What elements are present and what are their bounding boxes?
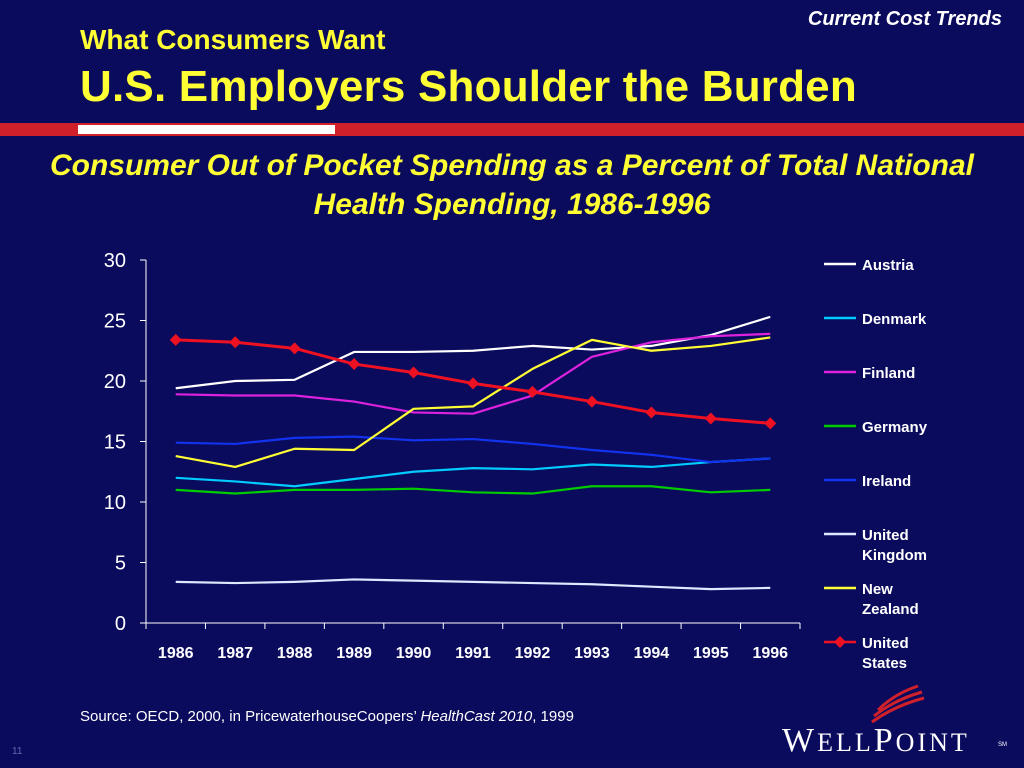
source-note: Source: OECD, 2000, in PricewaterhouseCo… [80,708,574,725]
x-tick-label: 1996 [752,645,788,662]
logo-w: W [782,722,818,759]
page-number: 11 [12,746,23,757]
flag-icon [871,684,925,724]
legend-label-denmark: Denmark [862,311,927,328]
logo-p: P [873,722,896,759]
series-line-new-zealand [175,336,771,469]
legend-label-united-states: United States [862,635,909,672]
legend-label-germany: Germany [862,419,928,436]
data-point-united-states [704,412,717,425]
source-prefix: Source: OECD, 2000, in PricewaterhouseCo… [80,708,421,725]
x-tick-label: 1986 [158,645,194,662]
y-tick-label: 25 [104,311,126,333]
logo-tm: SM [998,742,1007,748]
legend-label-ireland: Ireland [862,473,911,490]
y-tick-label: 20 [104,371,126,393]
data-point-united-states [407,366,420,379]
data-point-united-states [229,336,242,349]
source-suffix: , 1999 [532,708,574,725]
series-line-united-kingdom [175,578,771,591]
series-line-austria [175,315,771,390]
data-point-united-states [348,358,361,371]
slide-subtitle: What Consumers Want [80,24,386,55]
logo-wordmark: WELLPOINT [782,722,970,760]
legend-marker-united-states [834,636,846,648]
source-italic: HealthCast 2010 [420,708,533,725]
section-label: Current Cost Trends [807,8,1002,30]
data-point-united-states [288,342,301,355]
data-point-united-states [467,377,479,390]
chart-title: Consumer Out of Pocket Spending as a Per… [49,149,975,221]
y-tick-label: 30 [104,250,126,272]
y-tick-label: 0 [115,613,126,635]
x-tick-label: 1989 [336,645,372,662]
data-point-united-states [764,417,777,430]
y-tick-label: 10 [104,492,126,514]
x-tick-label: 1988 [277,645,313,662]
series-line-ireland [175,435,771,464]
x-tick-label: 1993 [574,645,610,662]
x-tick-label: 1995 [693,645,729,662]
logo-ell: ELL [817,728,874,757]
x-tick-label: 1992 [515,645,551,662]
logo-oint: OINT [895,728,970,757]
series-line-finland [175,332,771,415]
data-point-united-states [585,395,598,408]
series-line-denmark [175,457,771,488]
white-divider-accent [78,125,335,134]
legend-label-united-kingdom: United Kingdom [862,527,927,564]
y-tick-label: 15 [104,432,126,454]
wellpoint-logo: WELLPOINT SM [782,680,1012,760]
data-point-united-states [526,385,539,398]
data-point-united-states [645,406,658,419]
x-tick-label: 1991 [455,645,491,662]
data-point-united-states [169,333,182,346]
y-tick-label: 5 [115,553,126,575]
x-tick-label: 1990 [396,645,432,662]
x-tick-label: 1987 [217,645,253,662]
legend-label-austria: Austria [862,257,914,274]
legend-label-new-zealand: New Zealand [862,581,919,618]
slide-title: U.S. Employers Shoulder the Burden [80,62,857,111]
series-line-germany [175,485,771,495]
x-tick-label: 1994 [634,645,670,662]
legend-label-finland: Finland [862,365,915,382]
